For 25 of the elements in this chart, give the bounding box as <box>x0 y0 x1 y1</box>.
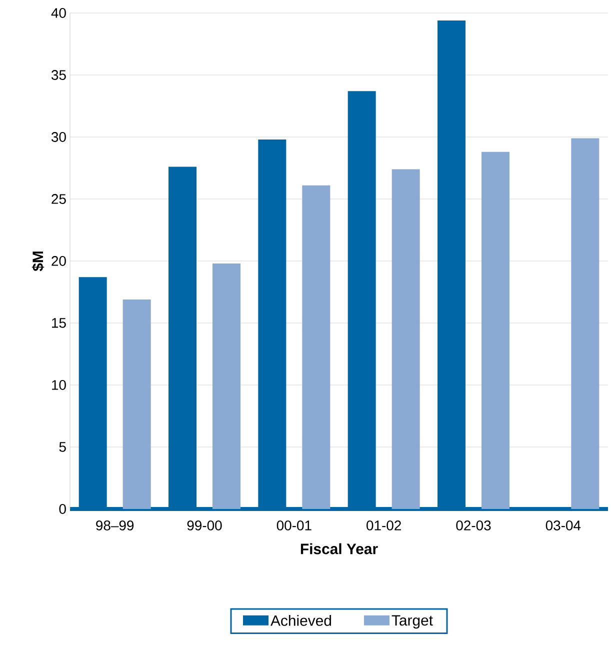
y-tick-label: 30 <box>51 132 66 142</box>
y-tick-label: 15 <box>52 318 66 328</box>
x-tick-label: 03-04 <box>546 520 581 530</box>
y-tick-label: 20 <box>52 256 66 266</box>
x-tick-label: 01-02 <box>366 520 401 530</box>
bar <box>212 263 240 509</box>
y-tick-label: 0 <box>59 504 66 514</box>
legend-label: Achieved <box>270 614 332 626</box>
y-tick-label: 25 <box>52 194 66 204</box>
y-axis-title: $M <box>32 252 44 272</box>
x-tick-label: 00-01 <box>276 520 312 530</box>
bar <box>392 169 420 509</box>
y-tick-label: 40 <box>51 8 66 18</box>
legend-label: Target <box>392 615 433 629</box>
y-tick-label: 10 <box>52 380 66 390</box>
bar <box>482 152 510 509</box>
y-tick-label: 5 <box>59 442 66 452</box>
x-tick-label: 99-00 <box>187 520 222 530</box>
y-tick-label: 35 <box>51 70 66 80</box>
bar <box>571 138 600 509</box>
bar <box>122 299 151 509</box>
bar <box>302 185 330 509</box>
x-axis-title: Fiscal Year <box>300 543 378 554</box>
x-tick-label: 02-03 <box>456 520 491 530</box>
x-tick-label: 98–99 <box>96 520 134 530</box>
